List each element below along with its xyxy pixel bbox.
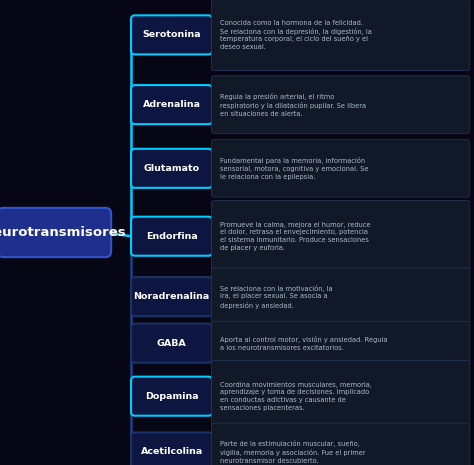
FancyBboxPatch shape xyxy=(131,217,212,256)
Text: Aporta al control motor, visión y ansiedad. Regula
a los neurotransmisores excit: Aporta al control motor, visión y ansied… xyxy=(220,336,387,351)
FancyBboxPatch shape xyxy=(131,277,212,316)
FancyBboxPatch shape xyxy=(211,360,470,432)
FancyBboxPatch shape xyxy=(131,85,212,124)
FancyBboxPatch shape xyxy=(211,268,470,326)
FancyBboxPatch shape xyxy=(211,200,470,272)
Text: Promueve la calma, mejora el humor, reduce
el dolor, retrasa el envejecimiento, : Promueve la calma, mejora el humor, redu… xyxy=(220,222,371,251)
Text: Regula la presión arterial, el ritmo
respiratorio y la dilatación pupilar. Se li: Regula la presión arterial, el ritmo res… xyxy=(220,93,366,117)
Text: Se relaciona con la motivación, la
ira, el placer sexual. Se asocia a
depresión : Se relaciona con la motivación, la ira, … xyxy=(220,285,333,309)
FancyBboxPatch shape xyxy=(131,432,212,465)
Text: Serotonina: Serotonina xyxy=(142,30,201,40)
Text: Adrenalina: Adrenalina xyxy=(143,100,201,109)
Text: GABA: GABA xyxy=(157,339,186,348)
Text: Fundamental para la memoria, información
sensorial, motora, cognitiva y emociona: Fundamental para la memoria, información… xyxy=(220,157,368,179)
FancyBboxPatch shape xyxy=(131,377,212,416)
FancyBboxPatch shape xyxy=(211,140,470,197)
FancyBboxPatch shape xyxy=(131,149,212,188)
FancyBboxPatch shape xyxy=(131,15,212,54)
Text: Endorfina: Endorfina xyxy=(146,232,198,241)
FancyBboxPatch shape xyxy=(131,324,212,363)
FancyBboxPatch shape xyxy=(211,321,470,365)
Text: Neurotransmisores: Neurotransmisores xyxy=(0,226,127,239)
Text: Noradrenalina: Noradrenalina xyxy=(134,292,210,301)
FancyBboxPatch shape xyxy=(0,208,111,257)
Text: Glutamato: Glutamato xyxy=(144,164,200,173)
Text: Acetilcolina: Acetilcolina xyxy=(140,447,203,457)
FancyBboxPatch shape xyxy=(211,423,470,465)
FancyBboxPatch shape xyxy=(211,0,470,71)
FancyBboxPatch shape xyxy=(211,76,470,133)
Text: Dopamina: Dopamina xyxy=(145,392,199,401)
Text: Coordina movimientos musculares, memoria,
aprendizaje y toma de decisiones. Impl: Coordina movimientos musculares, memoria… xyxy=(220,382,372,411)
Text: Parte de la estimulación muscular, sueño,
vigilia, memoria y asociación. Fue el : Parte de la estimulación muscular, sueño… xyxy=(220,440,365,464)
Text: Conocida como la hormona de la felicidad.
Se relaciona con la depresión, la dige: Conocida como la hormona de la felicidad… xyxy=(220,20,372,50)
